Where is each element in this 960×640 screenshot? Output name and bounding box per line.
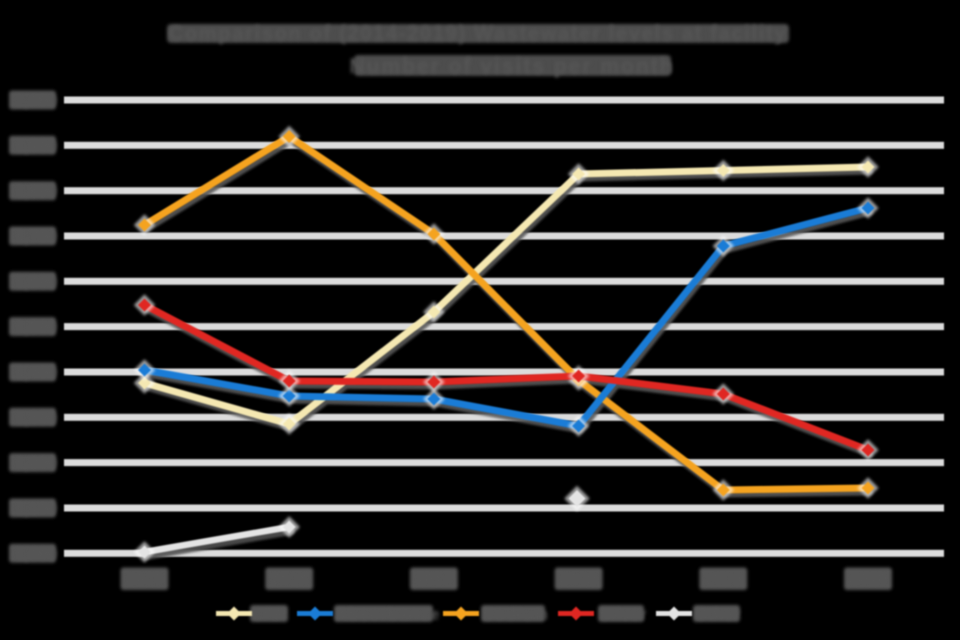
svg-text:1,000: 1,000 <box>14 544 57 563</box>
svg-text:1,900: 1,900 <box>14 136 57 155</box>
svg-text:2019: 2019 <box>704 569 742 588</box>
svg-text:1,100: 1,100 <box>14 499 57 518</box>
svg-text:1,500: 1,500 <box>14 318 57 337</box>
svg-text:2020: 2020 <box>849 569 887 588</box>
svg-text:2017: 2017 <box>415 569 453 588</box>
svg-text:1,800: 1,800 <box>14 182 57 201</box>
svg-text:Comparison of (2014-2019) Wast: Comparison of (2014-2019) Wastewater lev… <box>169 23 788 45</box>
svg-text:1,400: 1,400 <box>14 363 57 382</box>
svg-text:Number of visits per month: Number of visits per month <box>349 55 674 78</box>
svg-text:2,000: 2,000 <box>14 91 57 110</box>
svg-text:Sodium: Sodium <box>483 607 549 624</box>
svg-text:1,300: 1,300 <box>14 408 57 427</box>
svg-text:Other: Other <box>695 607 740 624</box>
svg-text:Silver: Silver <box>600 607 647 624</box>
svg-text:1,700: 1,700 <box>14 227 57 246</box>
svg-text:2015: 2015 <box>126 569 164 588</box>
svg-text:1,600: 1,600 <box>14 272 57 291</box>
svg-text:2016: 2016 <box>270 569 308 588</box>
svg-text:2018: 2018 <box>560 569 598 588</box>
svg-text:1,200: 1,200 <box>14 454 57 473</box>
svg-text:Absorbance: Absorbance <box>336 607 440 624</box>
svg-text:CRP: CRP <box>252 607 286 624</box>
